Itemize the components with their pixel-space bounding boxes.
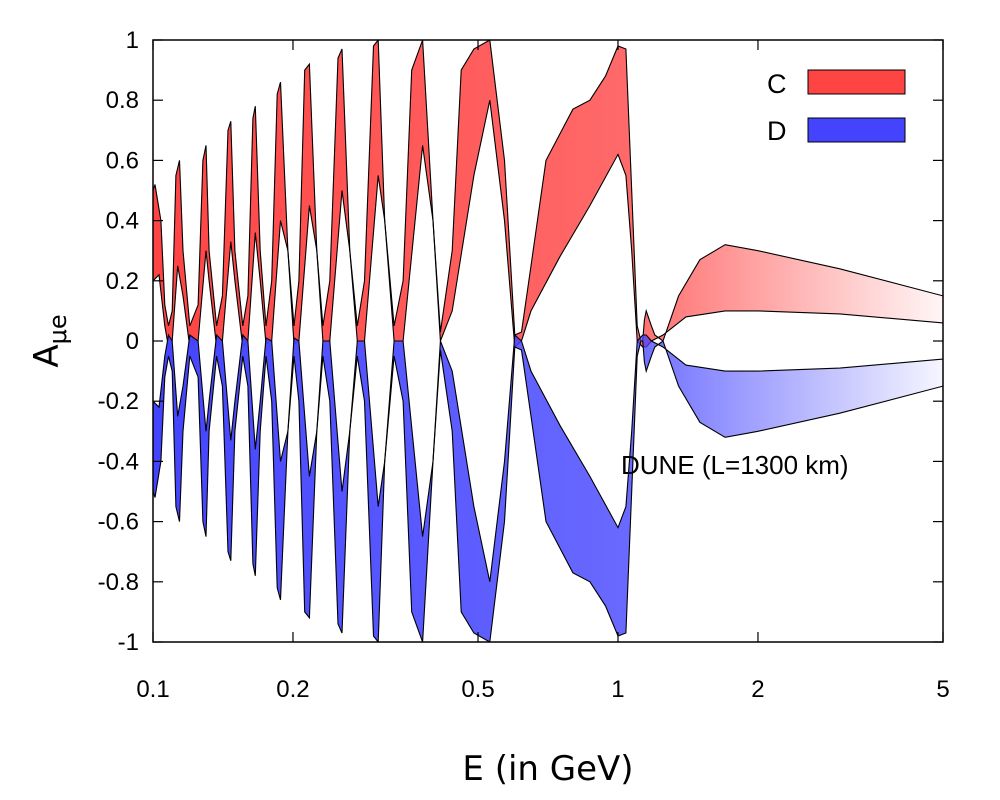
legend-swatch-c [807,69,906,95]
chart-annotation: DUNE (L=1300 km) [621,450,849,480]
legend-label-d: D [767,116,787,146]
x-tick-label: 1 [611,676,624,703]
series-c-band [153,40,943,347]
y-tick-label: -1 [118,629,139,656]
legend: C D [767,69,906,146]
y-axis-title-main: A [27,344,67,367]
y-tick-label: -0.8 [98,569,139,596]
y-tick-label: -0.4 [98,448,139,475]
series-layer [153,40,943,642]
y-axis-title-sub: μe [44,314,72,344]
y-tick-label: 0.6 [106,147,139,174]
tick-layer: -1 -0.8 -0.6 -0.4 -0.2 0 0.2 0.4 0.6 0.8 1 0.1 0.2 0.… [98,27,950,703]
x-axis-title: E (in GeV) [462,749,633,789]
y-axis-title: Aμe [27,314,72,367]
y-tick-label: 0 [126,328,139,355]
y-tick-label: 0.2 [106,268,139,295]
y-tick-label: 1 [126,27,139,54]
y-tick-label: 0.4 [106,208,139,235]
series-c-upper-edge [153,40,943,342]
legend-swatch-d [807,117,906,143]
plot-frame [152,39,944,643]
x-tick-label: 0.2 [276,676,309,703]
x-tick-label: 5 [936,676,949,703]
series-d-lower-edge [153,340,943,642]
series-c-lower-edge [153,100,943,349]
x-tick-label: 0.1 [136,676,169,703]
x-tick-label: 2 [751,676,764,703]
y-tick-label: 0.8 [106,87,139,114]
series-d-band [153,335,943,642]
legend-label-c: C [767,69,787,99]
y-tick-label: -0.2 [98,388,139,415]
series-d-upper-edge [153,333,943,582]
y-tick-label: -0.6 [98,509,139,536]
x-tick-label: 0.5 [461,676,494,703]
